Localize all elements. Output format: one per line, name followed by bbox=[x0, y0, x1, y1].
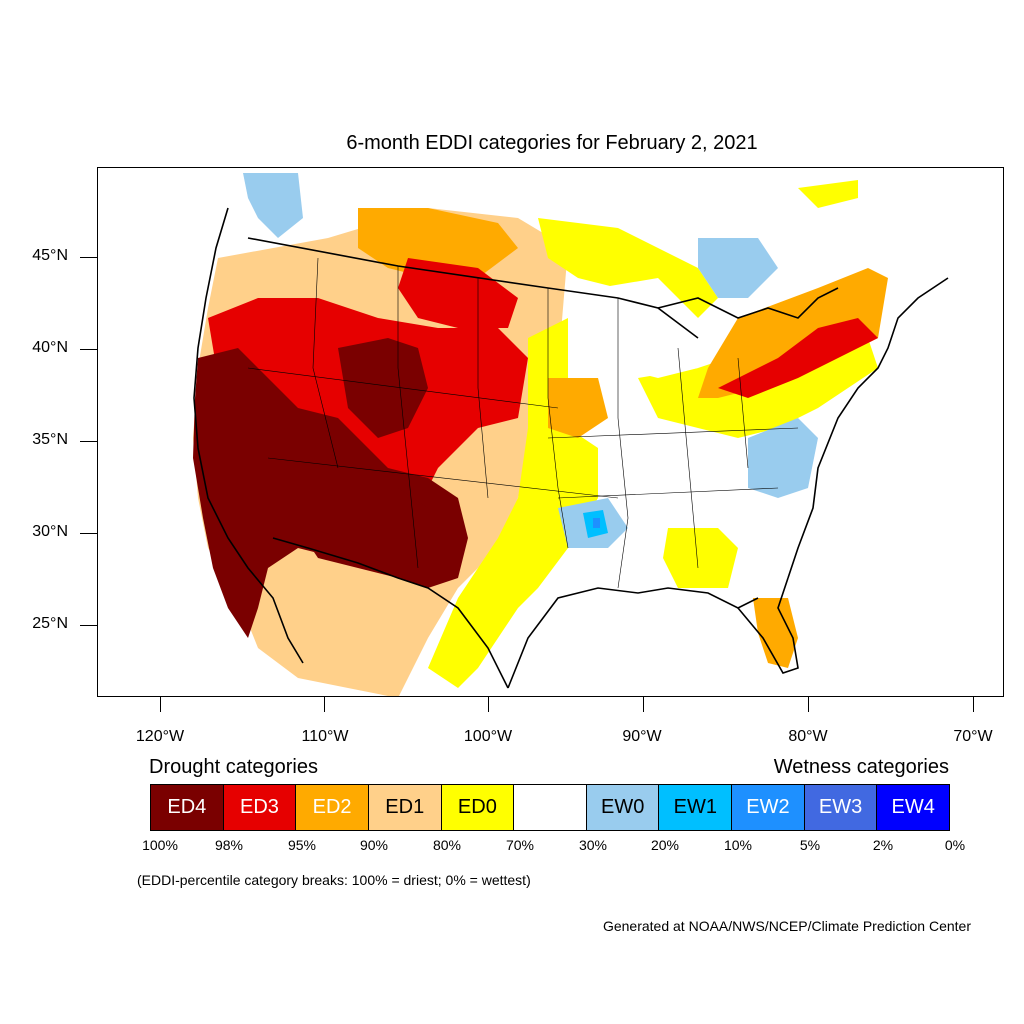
lon-label-80: 80°W bbox=[788, 728, 828, 745]
ew0-region-carolina bbox=[748, 418, 818, 498]
ew0-region-northwest bbox=[243, 173, 303, 238]
neutral-region-southeast bbox=[618, 438, 758, 528]
lon-label-70: 70°W bbox=[953, 728, 993, 745]
lon-tick-100 bbox=[488, 697, 489, 712]
wetness-categories-heading: Wetness categories bbox=[773, 756, 949, 778]
pct-break-5: 5% bbox=[799, 837, 821, 853]
ed0-region-southeast bbox=[663, 528, 738, 588]
legend-box-ed3: ED3 bbox=[223, 785, 297, 830]
us-canada-border bbox=[247, 237, 699, 339]
legend-box-ew0: EW0 bbox=[586, 785, 660, 830]
lat-tick-30 bbox=[80, 533, 97, 534]
lat-label-25: 25°N bbox=[32, 615, 68, 632]
lat-label-40: 40°N bbox=[32, 339, 68, 356]
map-frame bbox=[97, 167, 1004, 697]
pct-break-70: 70% bbox=[505, 837, 535, 853]
legend-box-ed0: ED0 bbox=[441, 785, 515, 830]
ed2-region-north bbox=[358, 208, 518, 278]
lon-tick-70 bbox=[973, 697, 974, 712]
ed3-region-ne bbox=[718, 318, 878, 398]
ed3-region-north bbox=[398, 258, 518, 328]
lon-tick-80 bbox=[808, 697, 809, 712]
pct-break-98: 98% bbox=[214, 837, 244, 853]
neutral-region-midwest bbox=[598, 278, 698, 378]
pct-break-90: 90% bbox=[359, 837, 389, 853]
category-breaks-note: (EDDI-percentile category breaks: 100% =… bbox=[137, 872, 531, 888]
legend-color-bar: ED4 ED3 ED2 ED1 ED0 EW0 EW1 EW2 EW3 EW4 bbox=[150, 784, 950, 831]
ed4-region-rockies bbox=[338, 338, 428, 438]
great-lakes-shore bbox=[657, 287, 839, 319]
boundary-lines bbox=[193, 207, 949, 689]
lat-tick-40 bbox=[80, 349, 97, 350]
map-title: 6-month EDDI categories for February 2, … bbox=[346, 132, 758, 154]
legend-box-ew1: EW1 bbox=[659, 785, 733, 830]
lon-label-90: 90°W bbox=[622, 728, 662, 745]
us-mexico-border bbox=[272, 537, 509, 689]
legend-box-ew4: EW4 bbox=[877, 785, 950, 830]
lat-label-45: 45°N bbox=[32, 247, 68, 264]
legend-box-ed4: ED4 bbox=[151, 785, 224, 830]
lat-tick-35 bbox=[80, 441, 97, 442]
lon-label-120: 120°W bbox=[135, 728, 185, 745]
florida-peninsula bbox=[737, 577, 799, 674]
pct-break-0: 0% bbox=[944, 837, 966, 853]
pct-break-95: 95% bbox=[287, 837, 317, 853]
ed2-region-plains bbox=[548, 378, 608, 438]
ed2-region-florida bbox=[753, 598, 798, 668]
gulf-coast bbox=[507, 587, 759, 689]
lat-tick-45 bbox=[80, 257, 97, 258]
pct-break-10: 10% bbox=[723, 837, 753, 853]
legend-box-ed2: ED2 bbox=[296, 785, 369, 830]
east-coast bbox=[787, 277, 949, 579]
drought-categories-heading: Drought categories bbox=[149, 756, 318, 778]
ed2-region-ne bbox=[698, 268, 888, 398]
pct-break-80: 80% bbox=[432, 837, 462, 853]
eddi-map bbox=[193, 173, 949, 696]
generation-credit: Generated at NOAA/NWS/NCEP/Climate Predi… bbox=[602, 918, 971, 934]
lon-tick-120 bbox=[160, 697, 161, 712]
legend-box-ew2: EW2 bbox=[732, 785, 805, 830]
lat-label-35: 35°N bbox=[32, 431, 68, 448]
ew2-region-mississippi bbox=[593, 518, 600, 528]
pct-break-30: 30% bbox=[578, 837, 608, 853]
pct-break-100: 100% bbox=[142, 837, 178, 853]
drought-fill-layers bbox=[193, 173, 888, 696]
legend-box-ed1: ED1 bbox=[368, 785, 442, 830]
ed0-region-ne bbox=[798, 180, 858, 208]
lat-tick-25 bbox=[80, 625, 97, 626]
lon-label-110: 110°W bbox=[301, 728, 349, 745]
state-lines bbox=[247, 257, 799, 589]
ew0-region-glakes bbox=[698, 238, 778, 298]
ed4-region-southwest bbox=[298, 468, 448, 578]
lon-tick-90 bbox=[643, 697, 644, 712]
lon-label-100: 100°W bbox=[463, 728, 513, 745]
pct-break-2: 2% bbox=[872, 837, 894, 853]
lon-tick-110 bbox=[324, 697, 325, 712]
legend-box-ew3: EW3 bbox=[804, 785, 878, 830]
pct-break-20: 20% bbox=[650, 837, 680, 853]
coastline-west bbox=[193, 207, 304, 664]
lat-label-30: 30°N bbox=[32, 523, 68, 540]
legend-box-neutral bbox=[514, 785, 587, 830]
